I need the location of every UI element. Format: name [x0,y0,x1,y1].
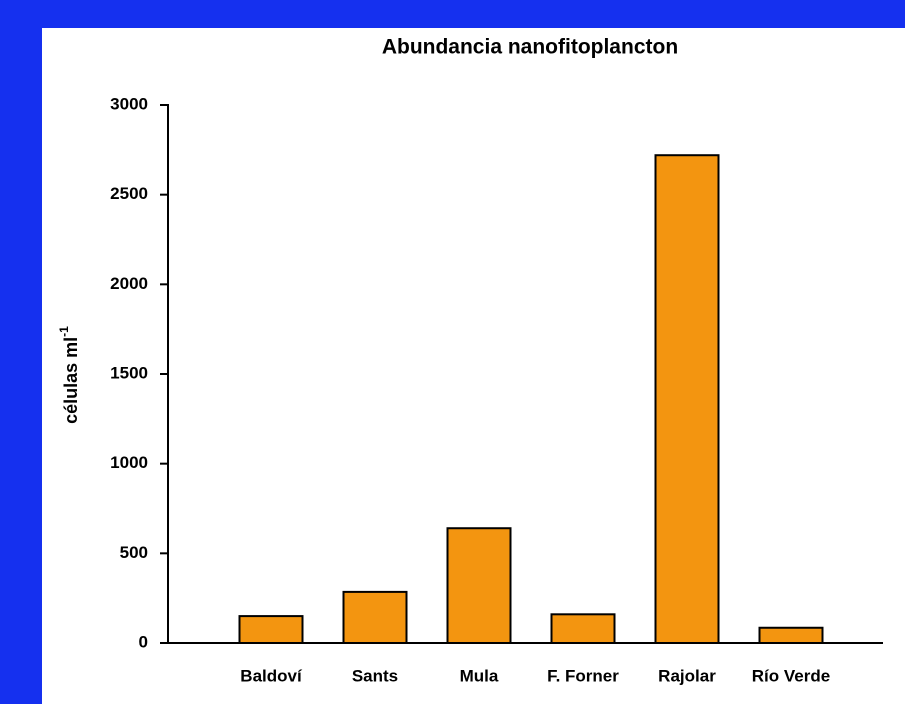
y-tick-label: 1000 [110,453,148,472]
y-tick-label: 500 [120,543,148,562]
bar [342,590,408,645]
y-tick-label: 2500 [110,184,148,203]
y-tick-label: 3000 [110,94,148,113]
bar [758,626,824,644]
x-tick-label: Río Verde [752,666,830,685]
bar [654,154,720,644]
y-tick-label: 2000 [110,274,148,293]
x-tick-label: Rajolar [658,666,716,685]
bar [238,615,304,644]
x-tick-label: F. Forner [547,666,619,685]
y-tick-label: 0 [139,632,148,651]
y-axis-label: células ml-1 [57,326,81,424]
y-axis-label-text: células ml [61,337,81,424]
x-tick-label: Mula [460,666,499,685]
bar [446,527,512,645]
bar [550,613,616,644]
chart-title: Abundancia nanofitoplancton [382,36,678,59]
y-tick-label: 1500 [110,363,148,382]
y-axis-label-superscript: -1 [57,326,71,337]
x-tick-label: Sants [352,666,398,685]
x-tick-label: Baldoví [240,666,303,685]
